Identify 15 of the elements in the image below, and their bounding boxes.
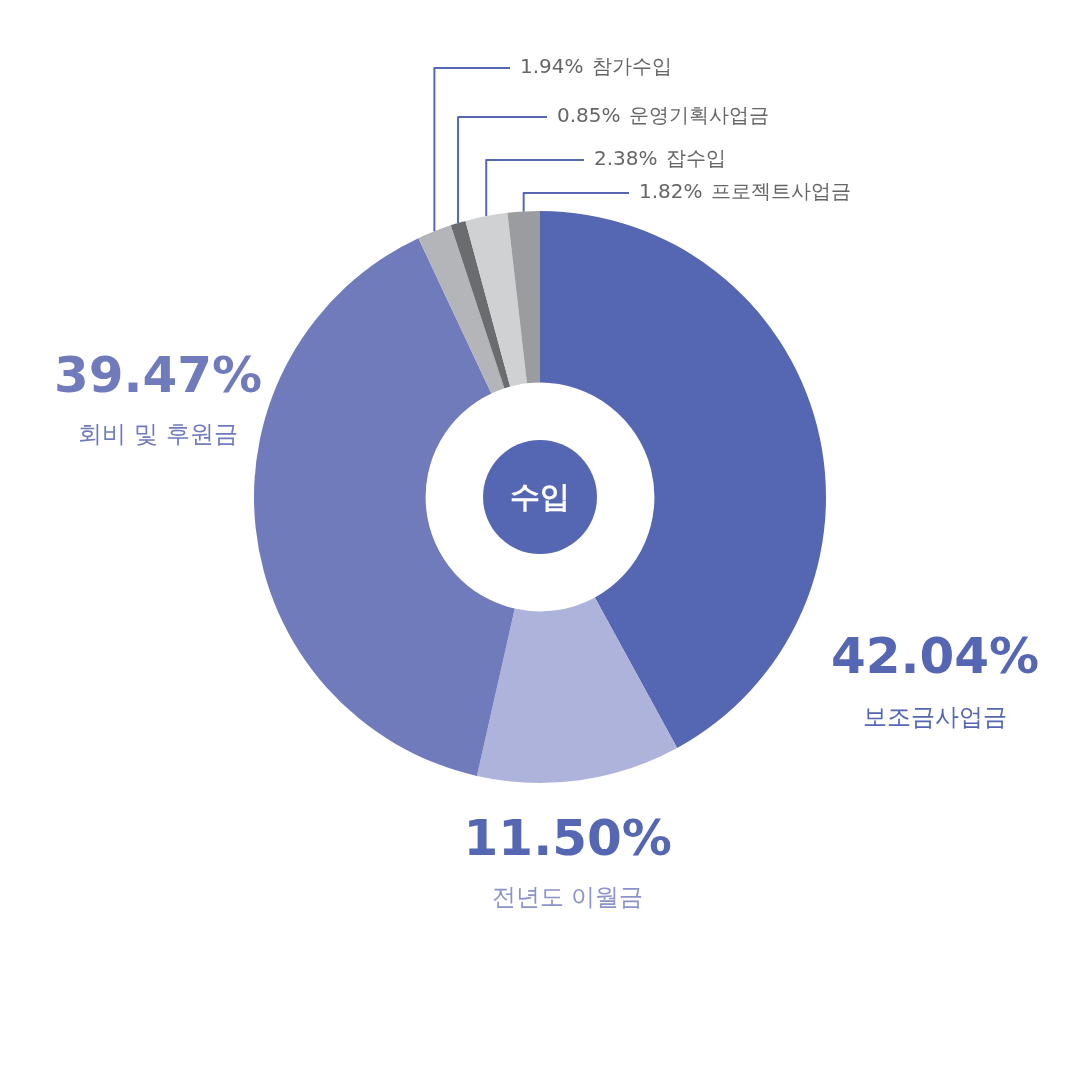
- slice-label: 참가수입: [591, 54, 672, 79]
- data-label: 1.94%: [520, 54, 584, 79]
- data-label: 2.38%: [594, 146, 658, 171]
- slice-label: 전년도 이월금: [491, 883, 644, 911]
- slice-label: 운영기획사업금: [628, 103, 769, 128]
- text: 수입: [483, 440, 597, 554]
- slice-label: 프로젝트사업금: [710, 179, 851, 204]
- data-label: 11.50%: [463, 809, 672, 867]
- data-label: 42.04%: [830, 627, 1040, 685]
- slice-label: 보조금사업금: [863, 703, 1007, 731]
- slice-label: 잡수입: [665, 146, 726, 171]
- slice-label: 회비 및 후원금: [78, 420, 238, 448]
- data-label: 1.82%: [639, 179, 703, 204]
- data-label: 39.47%: [53, 346, 263, 404]
- data-label: 0.85%: [557, 103, 621, 128]
